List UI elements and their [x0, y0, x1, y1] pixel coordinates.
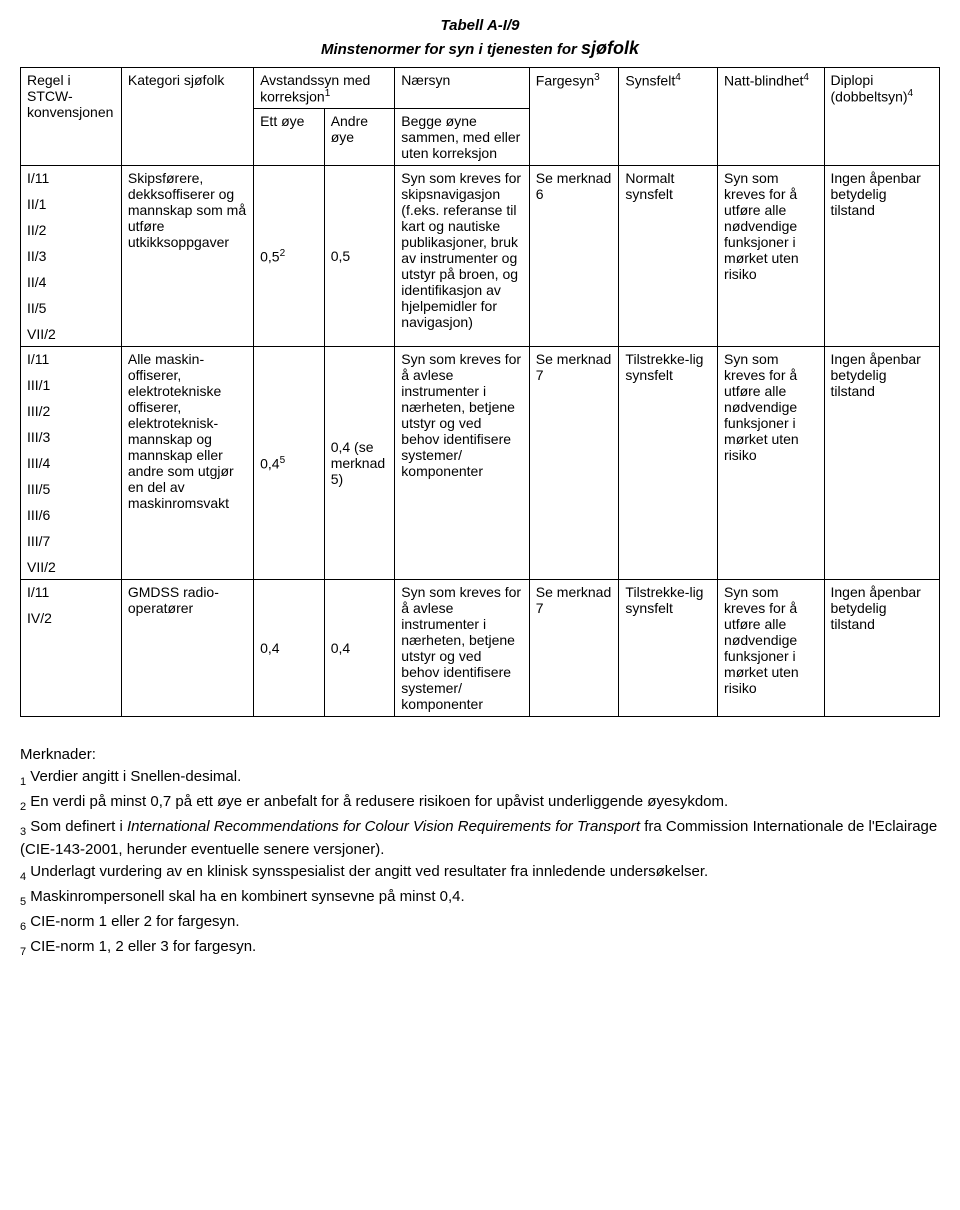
- title-block: Tabell A-I/9 Minstenormer for syn i tjen…: [20, 16, 940, 61]
- note-5: 5 Maskinrompersonell skal ha en kombiner…: [20, 887, 940, 910]
- note-6: 6 CIE-norm 1 eller 2 for fargesyn.: [20, 912, 940, 935]
- cell-night: Syn som kreves for å utføre alle nødvend…: [718, 580, 824, 717]
- title-line1: Tabell A-I/9: [20, 16, 940, 36]
- title-line2-a: Minstenormer for syn i tjenesten for: [321, 41, 581, 58]
- standards-table: Regel i STCW-konvensjonen Kategori sjøfo…: [20, 67, 940, 718]
- cell-field: Normalt synsfelt: [619, 166, 718, 347]
- cell-near: Syn som kreves for å avlese instrumenter…: [395, 580, 529, 717]
- cell-rules: I/11III/1III/2III/3III/4III/5III/6III/7V…: [21, 347, 122, 580]
- cell-colour: Se merknad 6: [529, 166, 619, 347]
- cell-eye2: 0,4: [324, 580, 395, 717]
- col-rule: Regel i STCW-konvensjonen: [21, 67, 122, 166]
- table-row: I/11II/1II/2II/3II/4II/5VII/2Skipsførere…: [21, 166, 940, 347]
- cell-category: Alle maskin-offiserer, elektrotekniske o…: [121, 347, 253, 580]
- note-2: 2 En verdi på minst 0,7 på ett øye er an…: [20, 792, 940, 815]
- cell-night: Syn som kreves for å utføre alle nødvend…: [718, 166, 824, 347]
- cell-eye1: 0,45: [254, 347, 325, 580]
- cell-near: Syn som kreves for å avlese instrumenter…: [395, 347, 529, 580]
- cell-eye2: 0,4 (se merknad 5): [324, 347, 395, 580]
- cell-diplopia: Ingen åpenbar betydelig tilstand: [824, 347, 940, 580]
- col-near-top: Nærsyn: [395, 67, 529, 109]
- cell-field: Tilstrekke-lig synsfelt: [619, 580, 718, 717]
- title-line2-b: sjøfolk: [581, 38, 639, 58]
- cell-diplopia: Ingen åpenbar betydelig tilstand: [824, 166, 940, 347]
- col-category: Kategori sjøfolk: [121, 67, 253, 166]
- cell-eye2: 0,5: [324, 166, 395, 347]
- title-line2: Minstenormer for syn i tjenesten for sjø…: [20, 36, 940, 60]
- cell-near: Syn som kreves for skipsnavigasjon (f.ek…: [395, 166, 529, 347]
- col-near-sub: Begge øyne sammen, med eller uten korrek…: [395, 109, 529, 166]
- note-4: 4 Underlagt vurdering av en klinisk syns…: [20, 862, 940, 885]
- col-field: Synsfelt4: [619, 67, 718, 166]
- cell-category: Skipsførere, dekksoffiserer og mannskap …: [121, 166, 253, 347]
- col-night: Natt-blindhet4: [718, 67, 824, 166]
- cell-eye1: 0,4: [254, 580, 325, 717]
- cell-rules: I/11II/1II/2II/3II/4II/5VII/2: [21, 166, 122, 347]
- note-1: 1 Verdier angitt i Snellen-desimal.: [20, 767, 940, 790]
- cell-colour: Se merknad 7: [529, 347, 619, 580]
- cell-colour: Se merknad 7: [529, 580, 619, 717]
- col-eye2: Andre øye: [324, 109, 395, 166]
- cell-night: Syn som kreves for å utføre alle nødvend…: [718, 347, 824, 580]
- note-7: 7 CIE-norm 1, 2 eller 3 for fargesyn.: [20, 937, 940, 960]
- notes-header: Merknader:: [20, 745, 940, 765]
- col-diplopia: Diplopi (dobbeltsyn)4: [824, 67, 940, 166]
- col-eye1: Ett øye: [254, 109, 325, 166]
- table-row: I/11III/1III/2III/3III/4III/5III/6III/7V…: [21, 347, 940, 580]
- cell-eye1: 0,52: [254, 166, 325, 347]
- cell-category: GMDSS radio-operatører: [121, 580, 253, 717]
- notes-block: Merknader: 1 Verdier angitt i Snellen-de…: [20, 745, 940, 959]
- table-row: I/11IV/2GMDSS radio-operatører0,40,4Syn …: [21, 580, 940, 717]
- col-distance: Avstandssyn med korreksjon1: [254, 67, 395, 109]
- cell-diplopia: Ingen åpenbar betydelig tilstand: [824, 580, 940, 717]
- cell-field: Tilstrekke-lig synsfelt: [619, 347, 718, 580]
- note-3: 3 Som definert i International Recommend…: [20, 817, 940, 860]
- cell-rules: I/11IV/2: [21, 580, 122, 717]
- col-colour: Fargesyn3: [529, 67, 619, 166]
